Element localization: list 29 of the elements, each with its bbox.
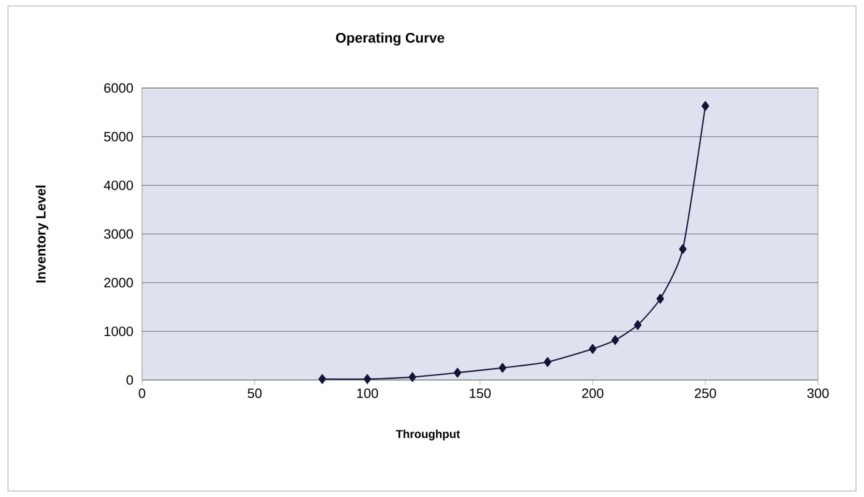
chart-title: Operating Curve — [336, 32, 444, 46]
x-tick-label: 200 — [582, 388, 604, 398]
point — [454, 368, 462, 378]
y-tick-label: 2000 — [104, 278, 133, 288]
point — [498, 362, 506, 373]
x-tick-label: 150 — [470, 388, 491, 398]
point — [544, 357, 552, 367]
point — [679, 244, 687, 254]
x-tick-label: 50 — [248, 388, 262, 398]
x-tick-label: 300 — [807, 388, 829, 398]
point — [318, 374, 326, 384]
point — [702, 101, 710, 111]
y-tick-label: 3000 — [104, 229, 133, 239]
point — [634, 320, 642, 330]
y-tick-label: 6000 — [104, 83, 133, 93]
y-tick-label: 1000 — [104, 326, 133, 336]
x-tick-label: 100 — [357, 388, 378, 398]
y-tick-label: 4000 — [104, 180, 133, 190]
point — [364, 374, 372, 384]
point — [656, 294, 664, 304]
point — [611, 335, 620, 345]
point — [588, 344, 596, 354]
x-axis-title: Throughput — [396, 430, 460, 440]
x-tick-label: 0 — [138, 388, 146, 398]
y-tick-label: 0 — [126, 375, 133, 385]
y-axis-title: Inventory Level — [36, 186, 48, 282]
point — [408, 372, 416, 382]
x-tick-label: 250 — [694, 388, 716, 398]
y-tick-label: 5000 — [104, 132, 133, 142]
